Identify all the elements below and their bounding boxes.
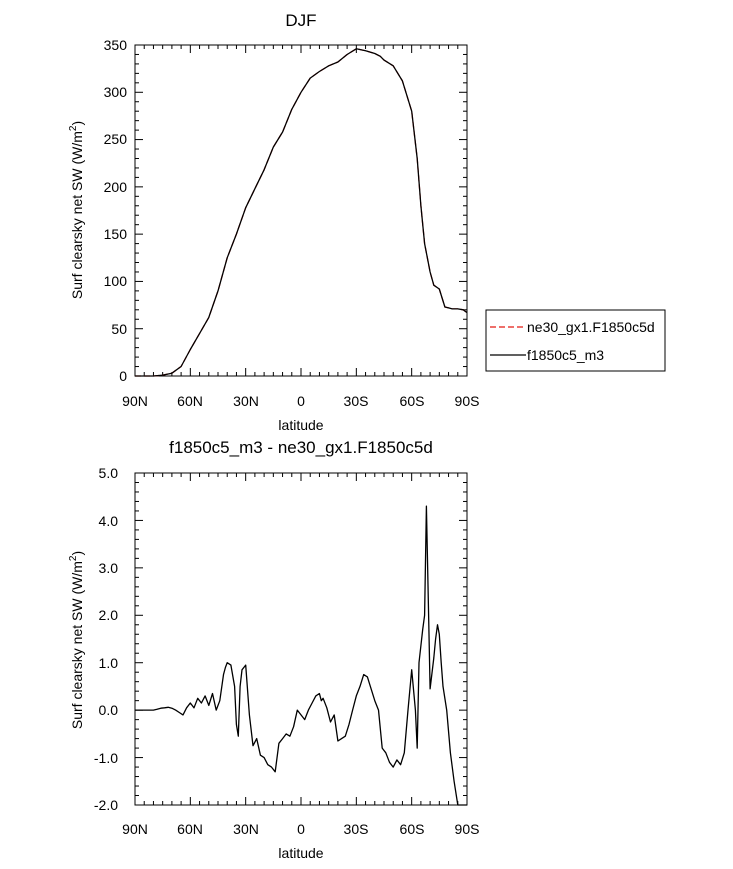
- y-tick-label: 4.0: [99, 513, 119, 529]
- chart-top: DJF 0 50 100 150 200 250 300 350 90N 60N…: [68, 11, 479, 433]
- chart-bottom-title: f1850c5_m3 - ne30_gx1.F1850c5d: [169, 438, 433, 457]
- legend-label: f1850c5_m3: [527, 347, 604, 363]
- y-tick-label: -2.0: [94, 797, 118, 813]
- chart-bottom: f1850c5_m3 - ne30_gx1.F1850c5d -2.0 -1.0…: [68, 438, 479, 861]
- series-line-ne30-gx1-f1850c5d: [135, 48, 468, 377]
- chart-bottom-y-tick-labels: -2.0 -1.0 0.0 1.0 2.0 3.0 4.0 5.0: [94, 465, 118, 813]
- y-tick-label: 0: [119, 368, 127, 384]
- x-tick-label: 30S: [344, 821, 369, 837]
- y-tick-label: 3.0: [99, 560, 119, 576]
- y-tick-label: 5.0: [99, 465, 119, 481]
- y-tick-label: 100: [104, 273, 128, 289]
- y-tick-label: -1.0: [94, 750, 118, 766]
- legend-box: [485, 309, 666, 372]
- y-tick-label: 300: [104, 84, 128, 100]
- chart-top-legend: ne30_gx1.F1850c5d f1850c5_m3: [485, 309, 666, 372]
- y-axis-label-superscript: 2: [68, 125, 79, 131]
- chart-bottom-frame: [134, 472, 468, 806]
- y-axis-label-main: Surf clearsky net SW (W/m: [69, 131, 85, 299]
- x-tick-label: 60N: [177, 393, 203, 409]
- y-tick-label: 250: [104, 131, 128, 147]
- chart-top-y-tick-labels: 0 50 100 150 200 250 300 350: [104, 37, 128, 384]
- chart-top-x-tick-labels: 90N 60N 30N 0 30S 60S 90S: [122, 393, 479, 409]
- x-tick-label: 90N: [122, 821, 148, 837]
- x-tick-label: 90N: [122, 393, 148, 409]
- chart-top-title: DJF: [285, 11, 316, 30]
- y-tick-label: 50: [111, 321, 127, 337]
- x-tick-label: 30S: [344, 393, 369, 409]
- chart-top-y-axis-label: Surf clearsky net SW (W/m2): [68, 121, 85, 299]
- y-tick-label: 1.0: [99, 655, 119, 671]
- chart-bottom-series: [135, 505, 467, 806]
- chart-bottom-y-axis-label: Surf clearsky net SW (W/m2): [68, 551, 85, 729]
- chart-top-ticks: [134, 44, 468, 377]
- y-axis-label-superscript: 2: [68, 555, 79, 561]
- series-line-f1850c5-m3: [135, 48, 468, 377]
- x-tick-label: 60S: [400, 821, 425, 837]
- chart-top-series: [135, 48, 468, 377]
- series-line-f1850c5-m3-ne30-gx1-f1850c5d: [135, 505, 467, 806]
- chart-bottom-ticks: [134, 472, 468, 806]
- y-tick-label: 0.0: [99, 702, 119, 718]
- x-tick-label: 90S: [455, 821, 480, 837]
- chart-bottom-x-axis-label: latitude: [278, 845, 323, 861]
- x-tick-label: 30N: [233, 821, 259, 837]
- chart-top-frame: [134, 44, 468, 377]
- y-tick-label: 350: [104, 37, 128, 53]
- legend-label: ne30_gx1.F1850c5d: [527, 319, 655, 335]
- y-axis-label-tail: ): [69, 121, 85, 126]
- x-tick-label: 30N: [233, 393, 259, 409]
- y-tick-label: 200: [104, 179, 128, 195]
- x-tick-label: 0: [297, 821, 305, 837]
- y-axis-label-main: Surf clearsky net SW (W/m: [69, 561, 85, 729]
- x-tick-label: 60S: [400, 393, 425, 409]
- y-tick-label: 150: [104, 226, 128, 242]
- chart-top-x-axis-label: latitude: [278, 417, 323, 433]
- y-axis-label-tail: ): [69, 551, 85, 556]
- y-tick-label: 2.0: [99, 607, 119, 623]
- x-tick-label: 60N: [177, 821, 203, 837]
- chart-bottom-x-tick-labels: 90N 60N 30N 0 30S 60S 90S: [122, 821, 479, 837]
- x-tick-label: 0: [297, 393, 305, 409]
- x-tick-label: 90S: [455, 393, 480, 409]
